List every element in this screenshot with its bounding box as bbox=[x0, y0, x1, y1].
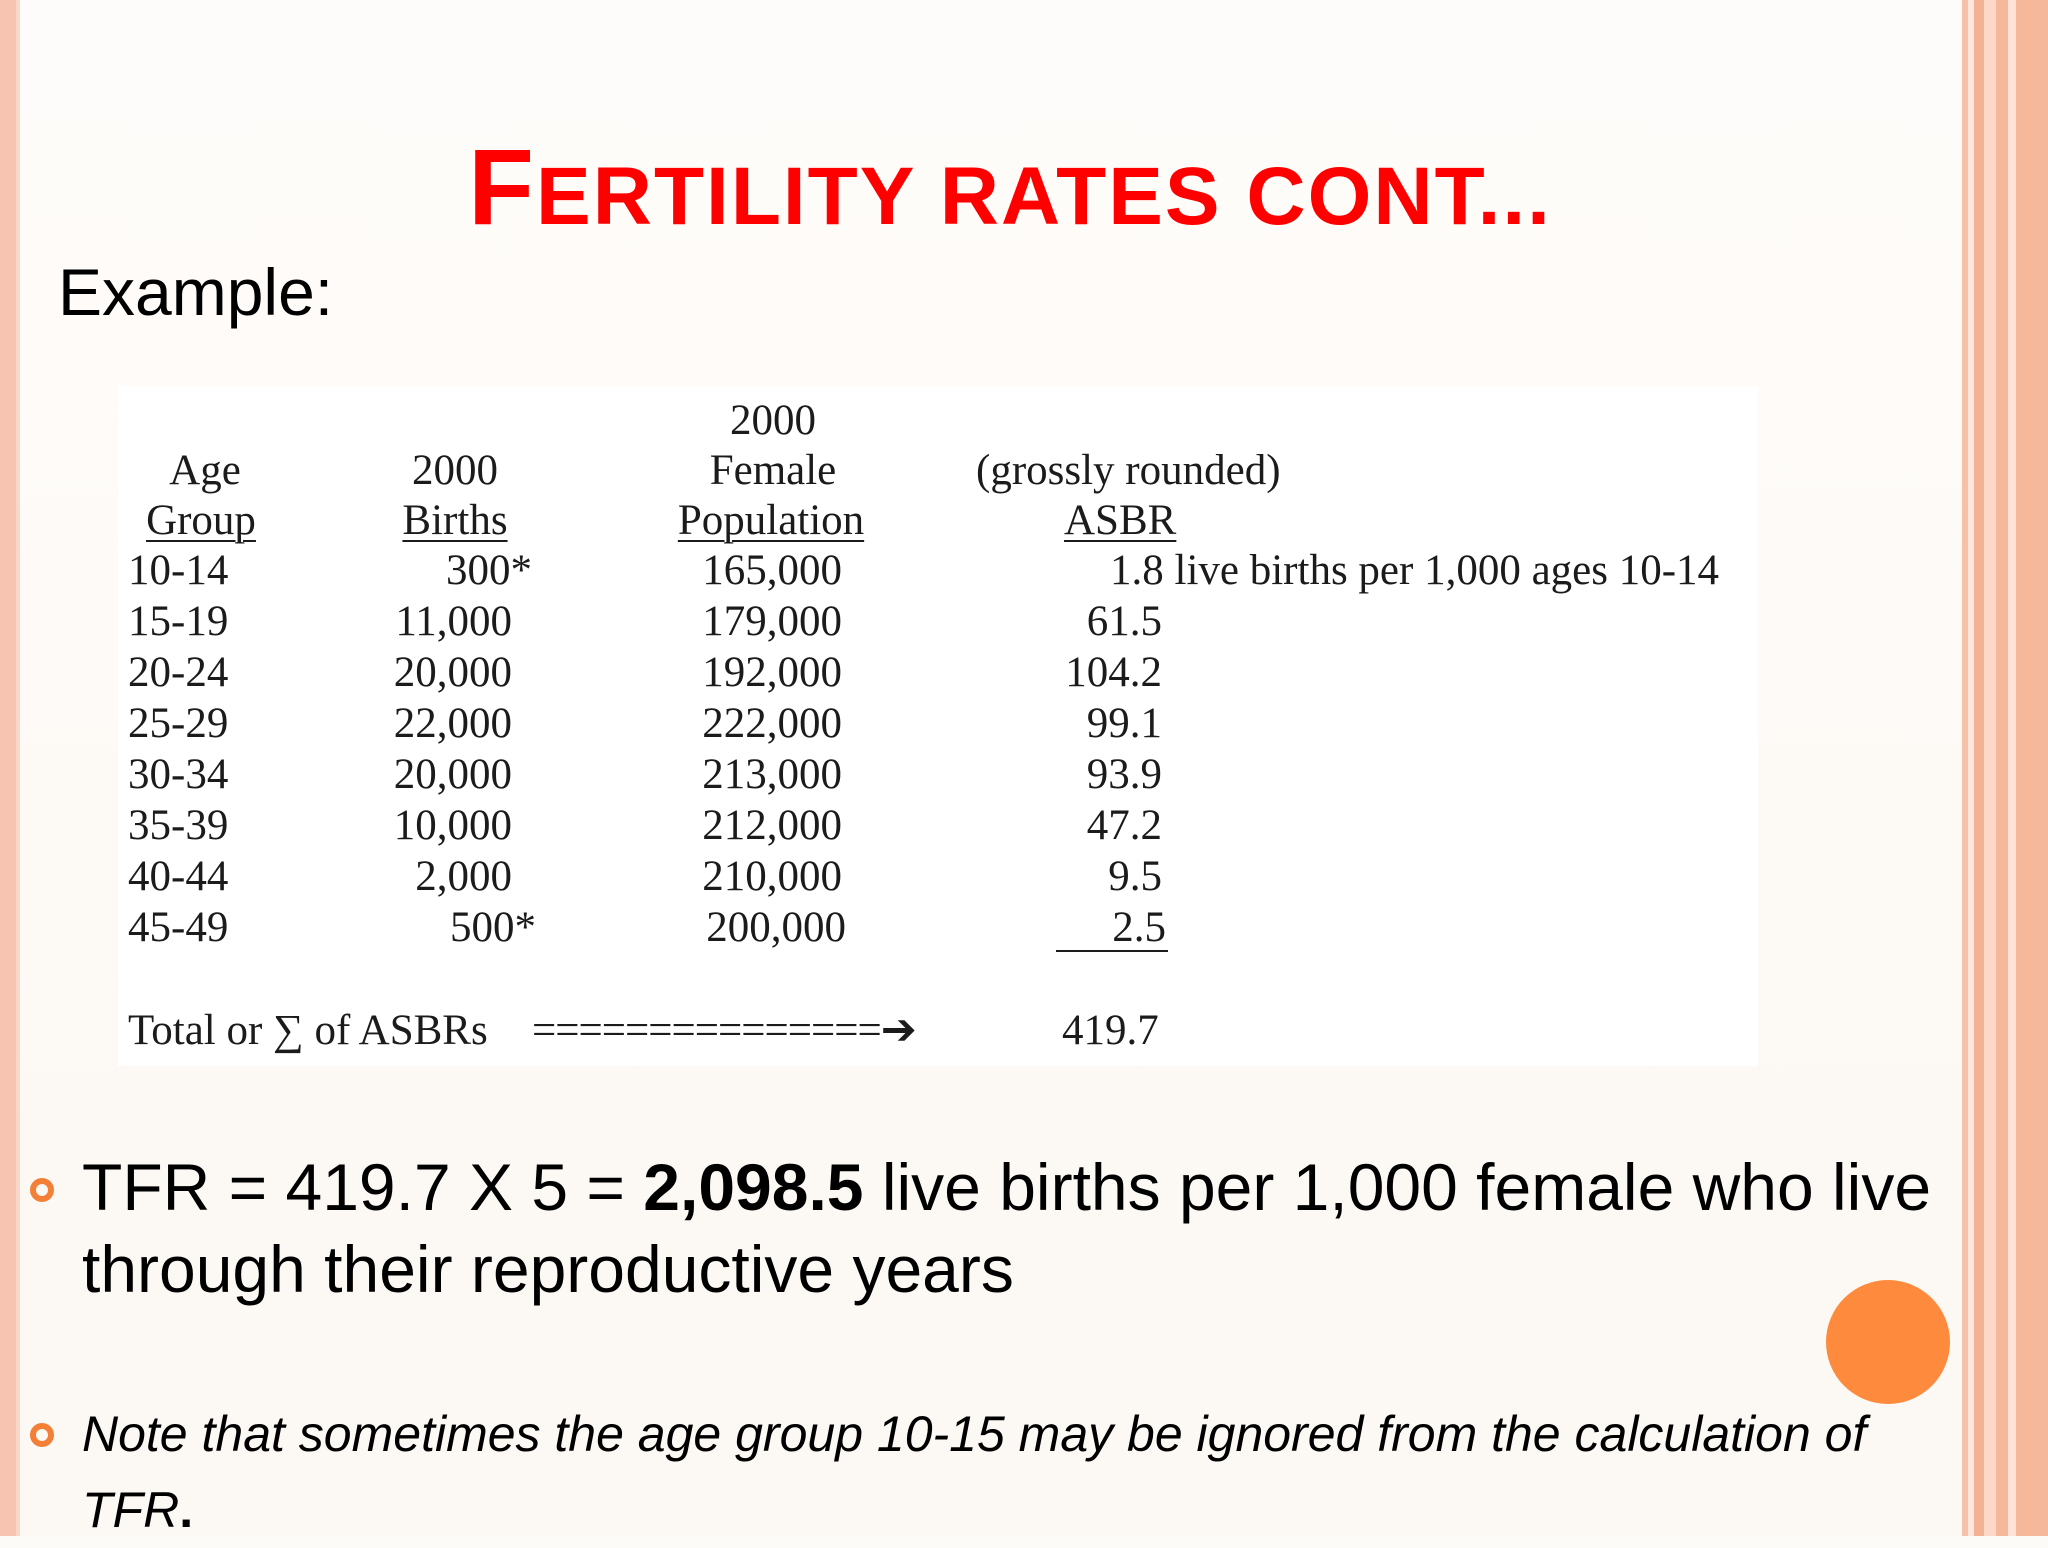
header-age-line1: Age bbox=[169, 447, 241, 494]
header-pop-line2: Female bbox=[709, 447, 837, 494]
right-decor-stripe bbox=[1996, 0, 2048, 1536]
row-births: 500* bbox=[450, 904, 536, 951]
header-age-line2: Group bbox=[146, 497, 256, 544]
tfr-suffix: live births per 1,000 female who live th… bbox=[82, 1150, 1932, 1306]
total-label: Total or ∑ of ASBRs bbox=[128, 1007, 488, 1054]
row-births: 22,000 bbox=[393, 700, 512, 747]
row-births: 11,000 bbox=[395, 598, 512, 645]
row-population: 200,000 bbox=[706, 904, 846, 951]
bullet-circle-icon bbox=[30, 1178, 54, 1202]
row-asbr: 2.5 bbox=[1112, 904, 1166, 951]
header-births-line1: 2000 bbox=[412, 447, 498, 494]
right-decor-stripe bbox=[1974, 0, 1984, 1536]
right-decor-stripe bbox=[1968, 0, 1974, 1536]
note-period: . bbox=[179, 1482, 194, 1538]
right-decor-stripe bbox=[2008, 0, 2016, 1536]
header-births-line2: Births bbox=[402, 497, 508, 544]
total-value: 419.7 bbox=[1062, 1007, 1159, 1054]
row-asbr: 99.1 bbox=[1086, 700, 1162, 747]
right-decor-stripe bbox=[1984, 0, 1996, 1536]
header-asbr-line2: ASBR bbox=[1064, 497, 1177, 544]
right-decor-stripe bbox=[1962, 0, 1968, 1536]
row-population: 210,000 bbox=[702, 853, 842, 900]
tfr-bullet: TFR = 419.7 X 5 = 2,098.5 live births pe… bbox=[82, 1146, 1942, 1310]
row-age: 35-39 bbox=[128, 802, 229, 849]
row-asbr: 61.5 bbox=[1086, 598, 1162, 645]
note-text: Note that sometimes the age group 10-15 … bbox=[82, 1406, 1867, 1538]
row-asbr: 1.8 live births per 1,000 ages 10-14 bbox=[1110, 547, 1720, 594]
tfr-value: 2,098.5 bbox=[643, 1150, 864, 1224]
title-rest: ERTILITY RATES CONT... bbox=[536, 151, 1552, 242]
row-population: 179,000 bbox=[702, 598, 842, 645]
row-age: 45-49 bbox=[128, 904, 229, 951]
example-label: Example: bbox=[58, 255, 334, 329]
row-births: 10,000 bbox=[393, 802, 512, 849]
sum-underline bbox=[1056, 950, 1168, 952]
row-population: 165,000 bbox=[702, 547, 842, 594]
row-age: 15-19 bbox=[128, 598, 229, 645]
row-population: 222,000 bbox=[702, 700, 842, 747]
row-age: 10-14 bbox=[128, 547, 229, 594]
header-asbr-line1: (grossly rounded) bbox=[976, 447, 1281, 494]
row-births: 2,000 bbox=[415, 853, 512, 900]
row-asbr: 9.5 bbox=[1108, 853, 1162, 900]
row-births: 20,000 bbox=[393, 751, 512, 798]
left-border-inner bbox=[16, 0, 20, 1536]
row-age: 20-24 bbox=[128, 649, 229, 696]
orange-circle-decoration bbox=[1826, 1280, 1950, 1404]
row-births: 20,000 bbox=[393, 649, 512, 696]
title-first-letter: F bbox=[468, 126, 537, 247]
slide-title: FERTILITY RATES CONT... bbox=[0, 122, 2020, 262]
row-population: 213,000 bbox=[702, 751, 842, 798]
row-age: 30-34 bbox=[128, 751, 229, 798]
bullet-circle-icon bbox=[30, 1423, 54, 1447]
row-age: 40-44 bbox=[128, 853, 229, 900]
row-population: 192,000 bbox=[702, 649, 842, 696]
row-asbr: 93.9 bbox=[1086, 751, 1162, 798]
note-bullet: Note that sometimes the age group 10-15 … bbox=[82, 1396, 1942, 1548]
row-age: 25-29 bbox=[128, 700, 229, 747]
asbr-table-image: Age Group 2000 Births 2000 Female Popula… bbox=[118, 386, 1758, 1066]
row-population: 212,000 bbox=[702, 802, 842, 849]
header-pop-line3: Population bbox=[677, 497, 865, 544]
tfr-prefix: TFR = 419.7 X 5 = bbox=[82, 1150, 644, 1224]
row-asbr: 104.2 bbox=[1065, 649, 1162, 696]
left-border bbox=[0, 0, 16, 1536]
total-arrow: ===============➔ bbox=[532, 1007, 917, 1054]
row-births: 300* bbox=[446, 547, 532, 594]
row-asbr: 47.2 bbox=[1086, 802, 1162, 849]
header-pop-line1: 2000 bbox=[730, 397, 816, 444]
